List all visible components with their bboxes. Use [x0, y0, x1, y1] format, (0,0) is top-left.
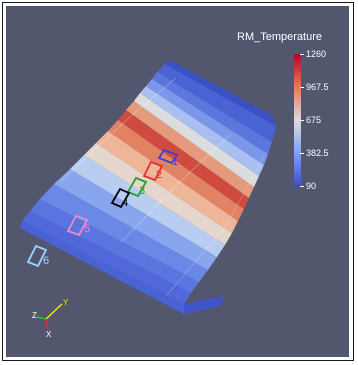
mesh-line-b: [120, 133, 232, 243]
colorbar-tick-90: [300, 186, 304, 187]
marker-2[interactable]: 2: [142, 160, 164, 182]
marker-2-box: [142, 160, 164, 182]
axis-x-line: [45, 318, 49, 331]
marker-3-box: [126, 176, 148, 198]
marker-3[interactable]: 3: [126, 176, 148, 198]
band-10: [118, 110, 249, 209]
band-8: [96, 131, 238, 233]
band-4: [40, 184, 208, 282]
marker-1-label: 1: [172, 156, 178, 168]
band-13: [140, 86, 264, 176]
colorbar-tick-675: [300, 120, 304, 121]
band-16: [157, 64, 276, 142]
colorbar-tick-967: [300, 87, 304, 88]
band-back-cap: [165, 60, 276, 126]
colorbar-label-1260: 1260: [306, 49, 327, 59]
marker-4-box: [110, 187, 131, 209]
axis-z-line: [36, 316, 47, 320]
screenshot-frame: 1 2 3 4 5 6: [2, 2, 354, 361]
surface-bands: [20, 60, 276, 314]
marker-1-box: [157, 148, 179, 165]
band-6: [70, 155, 225, 257]
marker-4-label: 4: [122, 197, 128, 209]
axis-x-label: X: [46, 330, 52, 339]
marker-6-label: 6: [43, 255, 49, 267]
band-front-side: [184, 296, 224, 314]
mesh-line-c: [165, 155, 265, 297]
colorbar-label-967: 967.5: [306, 82, 329, 92]
orientation-axes-widget: Y Z X: [32, 298, 69, 339]
marker-6[interactable]: 6: [26, 244, 49, 268]
marker-1[interactable]: 1: [157, 148, 179, 168]
marker-5-label: 5: [84, 223, 90, 235]
band-15: [152, 72, 272, 154]
marker-5-box: [66, 214, 89, 237]
marker-6-box: [26, 244, 48, 268]
band-1: [20, 221, 184, 314]
band-9: [108, 120, 244, 221]
colorbar-title: RM_Temperature: [237, 31, 322, 43]
band-12: [134, 93, 259, 187]
band-7: [84, 143, 232, 245]
colorbar-label-382: 382.5: [306, 148, 329, 158]
axis-z-label: Z: [32, 311, 37, 320]
colorbar-gradient: [294, 54, 301, 187]
marker-5[interactable]: 5: [66, 214, 90, 237]
colorbar-label-675: 675: [306, 115, 322, 125]
band-2: [22, 211, 191, 304]
colorbar-tick-382: [300, 153, 304, 154]
axis-y-line: [45, 303, 63, 320]
axis-y-label: Y: [63, 298, 69, 307]
colorbar-tick-1260: [300, 54, 304, 55]
render-viewport[interactable]: 1 2 3 4 5 6: [6, 6, 349, 357]
band-5: [54, 169, 217, 270]
colorbar-label-90: 90: [306, 181, 317, 191]
marker-3-label: 3: [139, 185, 145, 197]
temperature-surface-scene: 1 2 3 4 5 6: [20, 60, 276, 339]
marker-4[interactable]: 4: [110, 187, 131, 209]
marker-2-label: 2: [156, 169, 162, 181]
band-14: [146, 79, 268, 165]
mesh-line-a: [60, 77, 177, 182]
band-11: [126, 101, 254, 198]
